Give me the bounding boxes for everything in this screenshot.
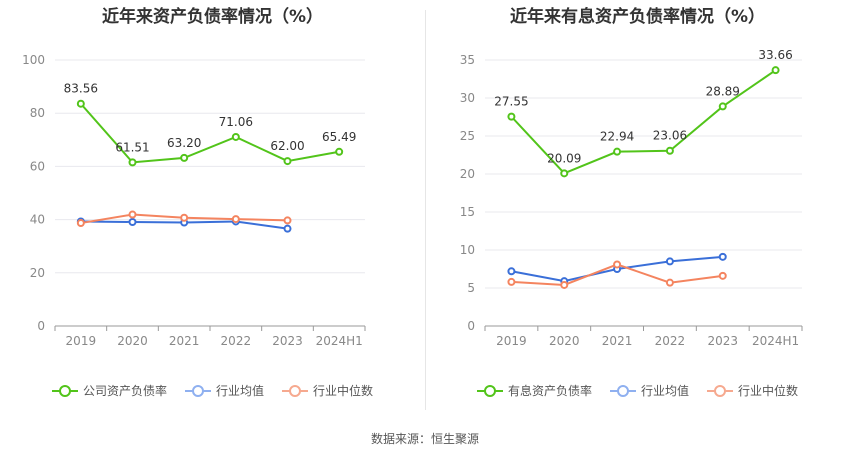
x-tick-label: 2020 <box>117 334 148 348</box>
y-tick-label: 35 <box>460 53 475 67</box>
data-point <box>76 219 85 228</box>
data-label: 28.89 <box>706 84 740 98</box>
chart-title: 近年来有息资产负债率情况（%） <box>509 7 766 27</box>
x-tick-label: 2023 <box>707 334 738 348</box>
legend-label: 有息资产负债率 <box>507 384 592 398</box>
data-point <box>507 277 516 286</box>
data-point <box>718 252 727 261</box>
legend-item-industry-avg[interactable]: 行业均值 <box>184 382 264 399</box>
legend-marker-icon <box>476 384 503 398</box>
legend: 有息资产负债率 行业均值 行业中位数 <box>425 382 850 399</box>
x-tick-label: 2021 <box>602 334 633 348</box>
y-tick-label: 15 <box>460 205 475 219</box>
data-point <box>507 112 516 121</box>
legend-marker-icon <box>184 384 211 398</box>
data-point <box>128 158 137 167</box>
data-point <box>718 271 727 280</box>
data-point <box>665 257 674 266</box>
y-tick-label: 20 <box>30 266 45 280</box>
legend-label: 行业均值 <box>640 384 689 398</box>
legend-item-company[interactable]: 有息资产负债率 <box>476 382 592 399</box>
legend-item-industry-median[interactable]: 行业中位数 <box>707 382 798 399</box>
x-tick-label: 2021 <box>169 334 200 348</box>
data-point <box>718 102 727 111</box>
x-tick-label: 2019 <box>66 334 97 348</box>
data-label: 27.55 <box>494 95 528 109</box>
legend-label: 行业均值 <box>215 384 264 398</box>
x-tick-label: 2023 <box>272 334 303 348</box>
legend-label: 行业中位数 <box>313 384 374 398</box>
legend-marker-icon <box>51 384 78 398</box>
data-point <box>76 99 85 108</box>
data-point <box>560 280 569 289</box>
data-label: 71.06 <box>219 115 253 129</box>
data-point <box>771 66 780 75</box>
y-tick-label: 0 <box>467 319 475 333</box>
legend-item-industry-avg[interactable]: 行业均值 <box>609 382 689 399</box>
data-source-note: 数据来源：恒生聚源 <box>370 432 479 446</box>
legend-item-company[interactable]: 公司资产负债率 <box>51 382 167 399</box>
x-tick-label: 2022 <box>221 334 252 348</box>
data-point <box>613 260 622 269</box>
data-point <box>507 267 516 276</box>
legend-label: 行业中位数 <box>738 384 799 398</box>
data-label: 23.06 <box>653 129 687 143</box>
y-tick-label: 0 <box>37 319 45 333</box>
x-tick-label: 2024H1 <box>752 334 799 348</box>
data-point <box>128 210 137 219</box>
data-point <box>613 147 622 156</box>
y-tick-label: 10 <box>460 243 475 257</box>
chart-title: 近年来资产负债率情况（%） <box>101 7 324 27</box>
data-label: 83.56 <box>64 82 98 96</box>
chart-panel-debt-ratio: 近年来资产负债率情况（%） 0 20 40 60 80 100 2019 2020 2021 20… <box>0 0 425 420</box>
data-point <box>128 217 137 226</box>
data-point <box>283 224 292 233</box>
y-tick-label: 30 <box>460 91 475 105</box>
x-tick-label: 2024H1 <box>316 334 363 348</box>
data-point <box>665 146 674 155</box>
data-point <box>560 169 569 178</box>
data-point <box>283 157 292 166</box>
data-label: 65.49 <box>322 130 356 144</box>
y-tick-label: 100 <box>22 53 45 67</box>
x-tick-label: 2022 <box>655 334 686 348</box>
line-chart-debt-ratio: 0 20 40 60 80 100 2019 2020 2021 2022 2023 2024H1 83… <box>22 53 366 348</box>
x-tick-label: 2020 <box>549 334 580 348</box>
y-tick-label: 80 <box>30 106 45 120</box>
data-label: 33.66 <box>758 48 792 62</box>
legend-label: 公司资产负债率 <box>82 384 167 398</box>
chart-panel-interest-debt-ratio: 近年来有息资产负债率情况（%） 0 5 10 15 20 25 30 35 2019 2020 20… <box>425 0 850 420</box>
data-label: 22.94 <box>600 130 634 144</box>
panel-divider <box>425 10 426 410</box>
data-point <box>283 216 292 225</box>
data-label: 62.00 <box>270 139 304 153</box>
data-point <box>180 153 189 162</box>
y-tick-label: 40 <box>30 213 45 227</box>
legend-marker-icon <box>707 384 733 398</box>
data-point <box>335 147 344 156</box>
legend-marker-icon <box>609 384 636 398</box>
data-label: 20.09 <box>547 151 581 165</box>
data-label: 63.20 <box>167 136 201 150</box>
data-point <box>231 215 240 224</box>
data-point <box>231 132 240 141</box>
legend-item-industry-median[interactable]: 行业中位数 <box>282 382 373 399</box>
data-label: 61.51 <box>115 140 149 154</box>
data-point <box>180 213 189 222</box>
legend-marker-icon <box>282 384 308 398</box>
y-tick-label: 25 <box>460 129 475 143</box>
series-line-company <box>510 69 777 175</box>
y-tick-label: 5 <box>467 281 475 295</box>
series-line-company <box>80 103 340 164</box>
legend: 公司资产负债率 行业均值 行业中位数 <box>0 382 425 399</box>
data-point <box>665 278 674 287</box>
y-tick-label: 60 <box>30 159 45 173</box>
y-tick-label: 20 <box>460 167 475 181</box>
line-chart-interest-debt-ratio: 0 5 10 15 20 25 30 35 2019 2020 2021 2022 2023 2024H1… <box>460 48 803 348</box>
x-tick-label: 2019 <box>496 334 527 348</box>
